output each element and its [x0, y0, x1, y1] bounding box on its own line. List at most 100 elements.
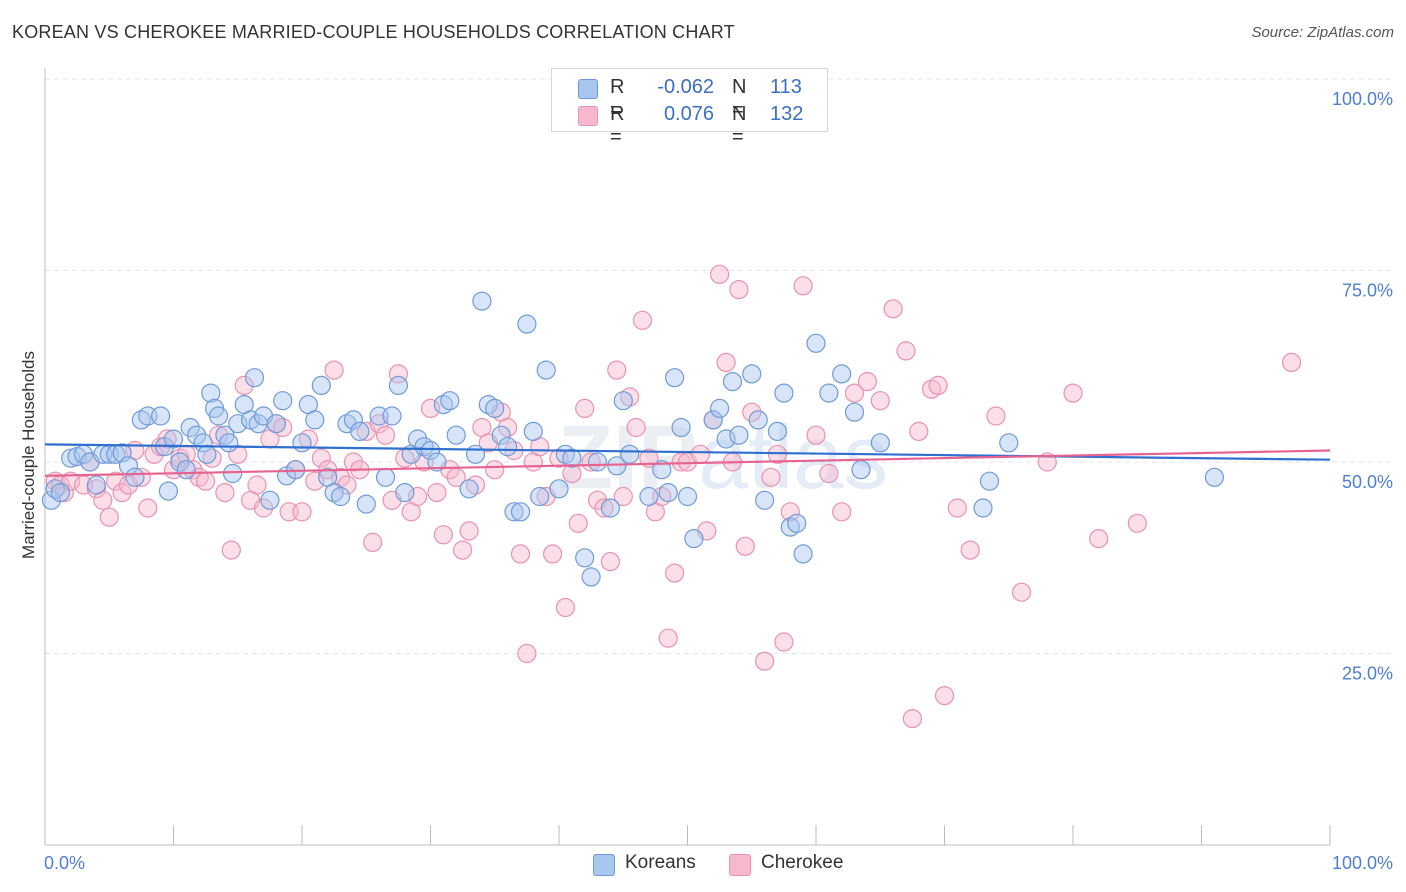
- korean-point: [86, 475, 107, 495]
- korean-point: [671, 417, 691, 438]
- cherokee-point: [215, 483, 235, 503]
- korean-point: [575, 548, 595, 568]
- cherokee-point: [607, 360, 627, 380]
- cherokee-point: [832, 502, 852, 522]
- korean-point: [158, 481, 178, 501]
- korean-point: [973, 498, 993, 518]
- cherokee-point: [735, 536, 755, 556]
- cherokee-point: [221, 540, 241, 560]
- korean-point: [125, 467, 145, 487]
- cherokee-point: [1089, 528, 1109, 549]
- cherokee-point: [664, 563, 685, 583]
- cherokee-point: [960, 540, 980, 560]
- korean-point: [1204, 467, 1225, 487]
- korean-point: [151, 406, 171, 426]
- cherokee-point: [568, 513, 588, 533]
- cherokee-point: [934, 685, 955, 706]
- korean-point: [819, 383, 839, 403]
- korean-point: [459, 479, 479, 499]
- legend-label: Cherokee: [761, 852, 844, 873]
- r-label: R =: [610, 103, 625, 148]
- korean-point: [716, 429, 736, 449]
- korean-point: [388, 375, 408, 395]
- cherokee-point: [883, 299, 903, 319]
- cherokee-point: [870, 391, 890, 411]
- cherokee-point: [517, 643, 537, 664]
- korean-point: [208, 406, 229, 426]
- korean-point: [510, 502, 531, 522]
- korean-point: [979, 471, 1000, 491]
- cherokee-point: [555, 597, 576, 618]
- cherokee-point: [909, 421, 929, 441]
- n-label: N =: [732, 76, 747, 121]
- korean-point: [201, 383, 221, 403]
- korean-point: [331, 486, 351, 507]
- cherokee-point: [742, 402, 762, 422]
- axis-layer: [44, 68, 1331, 846]
- korean-point: [219, 433, 239, 453]
- korean-point: [485, 398, 505, 418]
- korean-point: [292, 433, 312, 453]
- korean-point: [305, 410, 325, 430]
- r-label: R =: [610, 76, 625, 121]
- cherokee-point: [806, 425, 826, 445]
- korean-point: [228, 414, 248, 434]
- korean-point: [844, 402, 865, 422]
- r-value: 0.076: [663, 103, 714, 125]
- korean-point: [851, 460, 871, 480]
- korean-point: [504, 502, 524, 522]
- korean-point: [465, 444, 486, 464]
- cherokee-point: [896, 341, 916, 361]
- korean-point: [530, 486, 550, 507]
- cherokee-point: [408, 486, 428, 507]
- korean-point: [273, 391, 293, 411]
- cherokee-point: [1063, 383, 1083, 403]
- cherokee-point: [196, 471, 216, 491]
- cherokee-point: [375, 425, 396, 445]
- korean-point: [658, 483, 678, 503]
- cherokee-swatch: [729, 854, 751, 876]
- korean-point: [536, 360, 556, 380]
- korean-point: [382, 406, 402, 426]
- n-value: 113: [770, 76, 802, 98]
- cherokee-point: [844, 383, 865, 403]
- cherokee-point: [247, 475, 267, 495]
- korean-point: [187, 425, 207, 445]
- cherokee-point: [292, 502, 312, 522]
- korean-point: [600, 498, 621, 518]
- cherokee-point: [819, 463, 839, 484]
- korean-point: [870, 433, 890, 453]
- cherokee-point: [157, 429, 177, 449]
- cherokee-point: [793, 276, 813, 296]
- label-layer: 25.0% 50.0% 75.0% 100.0% 0.0% 100.0% Married-c…: [19, 89, 1393, 873]
- korean-point: [517, 314, 537, 334]
- cherokee-point: [311, 448, 331, 468]
- cherokee-point: [658, 628, 678, 648]
- cherokee-point: [363, 532, 383, 553]
- korean-point: [427, 452, 447, 472]
- korean-point: [197, 444, 217, 464]
- cherokee-point: [716, 352, 736, 372]
- korean-point: [163, 429, 184, 449]
- n-label: N =: [732, 103, 747, 148]
- cherokee-point: [343, 452, 363, 472]
- cherokee-point: [754, 651, 775, 671]
- korean-point: [613, 391, 633, 411]
- x-tick-label: 0.0%: [44, 853, 85, 873]
- korean-point: [581, 567, 601, 587]
- korean-point: [420, 440, 441, 461]
- cherokee-point: [324, 360, 344, 380]
- korean-point: [223, 463, 243, 484]
- cherokee-point: [857, 372, 878, 392]
- korean-point: [50, 483, 71, 503]
- cherokee-point: [485, 460, 505, 480]
- korean-point: [562, 448, 582, 468]
- cherokee-point: [234, 375, 254, 395]
- koreans-swatch: [593, 854, 615, 876]
- korean-point: [999, 433, 1019, 453]
- korean-point: [170, 452, 190, 472]
- chart-title: KOREAN VS CHEROKEE MARRIED-COUPLE HOUSEH…: [12, 22, 735, 42]
- cherokee-point: [253, 498, 274, 518]
- legend-label: Koreans: [625, 852, 696, 873]
- cherokee-point: [427, 483, 447, 503]
